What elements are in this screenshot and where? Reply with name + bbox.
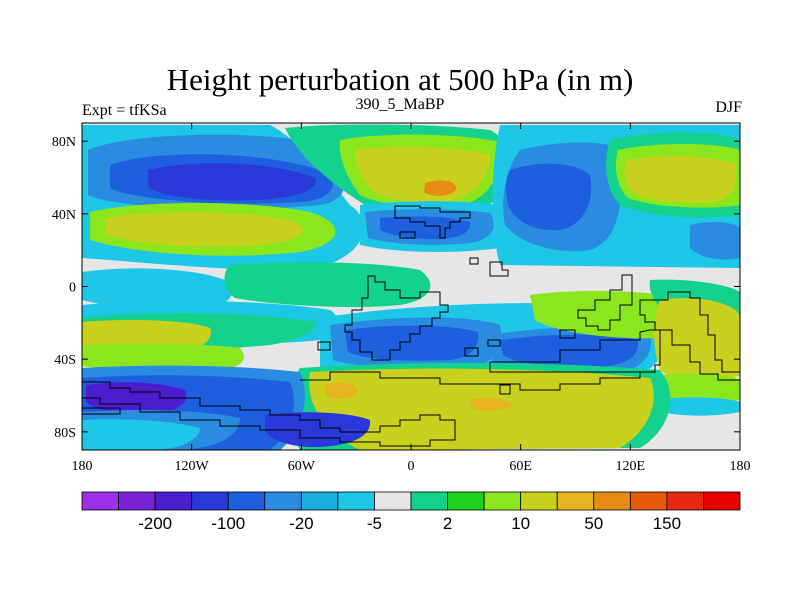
contour-region bbox=[354, 147, 490, 203]
colorbar-label: -20 bbox=[289, 514, 314, 533]
contour-region bbox=[345, 325, 479, 361]
x-tick-label: 60W bbox=[288, 459, 316, 474]
contour-region bbox=[224, 262, 431, 308]
coastline bbox=[81, 381, 456, 447]
colorbar-box bbox=[520, 491, 558, 511]
coastline bbox=[559, 329, 576, 339]
coastline bbox=[317, 341, 331, 351]
colorbar-label: -100 bbox=[211, 514, 245, 533]
coastline bbox=[499, 384, 511, 395]
colorbar-box bbox=[629, 491, 668, 511]
contour-region bbox=[690, 222, 740, 260]
contour-region bbox=[82, 419, 200, 450]
colorbar-box bbox=[410, 491, 448, 511]
contour-region bbox=[500, 334, 639, 368]
coastlines bbox=[81, 205, 741, 447]
colorbar-box bbox=[154, 491, 193, 511]
contour-region bbox=[325, 382, 358, 399]
colorbar-box bbox=[593, 491, 631, 511]
colorbar-label: 2 bbox=[443, 514, 452, 533]
colorbar-label: -5 bbox=[367, 514, 382, 533]
colorbar-box bbox=[447, 491, 485, 511]
coastline bbox=[300, 371, 655, 391]
colorbar-box bbox=[666, 491, 704, 511]
contour-region bbox=[655, 373, 740, 403]
coastline bbox=[399, 231, 416, 239]
colorbar-label: -200 bbox=[138, 514, 172, 533]
colorbar-box bbox=[81, 491, 119, 511]
coastline bbox=[577, 274, 633, 331]
experiment-label: Expt = tfKSa bbox=[82, 102, 167, 119]
colorbar-box bbox=[191, 491, 229, 511]
contour-region bbox=[424, 180, 457, 196]
axis-ticks: 180 120W 60W 0 60E 120E 180 80N 40N 0 40S 80S bbox=[52, 123, 751, 474]
colorbar-box bbox=[556, 491, 595, 511]
y-tick-label: 0 bbox=[69, 281, 76, 296]
contour-region bbox=[82, 268, 233, 311]
x-tick-label: 60E bbox=[509, 459, 532, 474]
colorbar-box bbox=[264, 491, 302, 511]
coastline bbox=[489, 261, 509, 277]
contour-region bbox=[470, 398, 512, 411]
contour-region bbox=[380, 216, 471, 240]
y-tick-label: 80N bbox=[52, 135, 76, 150]
contour-region bbox=[148, 163, 316, 201]
colorbar-box bbox=[337, 491, 375, 511]
contour-region bbox=[654, 298, 740, 382]
x-tick-label: 120W bbox=[175, 459, 210, 474]
coastline bbox=[489, 329, 661, 373]
contour-fill-layer bbox=[82, 123, 740, 450]
contour-region bbox=[655, 397, 740, 416]
coastline bbox=[394, 205, 471, 239]
x-tick-label: 0 bbox=[408, 459, 415, 474]
contour-region bbox=[86, 382, 187, 415]
contour-region bbox=[105, 212, 303, 247]
contour-region bbox=[265, 412, 371, 448]
colorbar-box bbox=[374, 491, 412, 511]
x-tick-label: 120E bbox=[616, 459, 646, 474]
y-tick-label: 80S bbox=[54, 426, 76, 441]
colorbar-box bbox=[227, 491, 266, 511]
season-label: DJF bbox=[715, 99, 742, 116]
y-tick-label: 40S bbox=[54, 353, 76, 368]
contour-region bbox=[505, 163, 592, 231]
colorbar-label: 10 bbox=[511, 514, 530, 533]
colorbar-box bbox=[118, 491, 156, 511]
x-tick-label: 180 bbox=[72, 459, 93, 474]
coastline bbox=[487, 339, 501, 347]
coastline bbox=[464, 347, 479, 357]
y-tick-label: 40N bbox=[52, 208, 76, 223]
contour-region bbox=[82, 343, 244, 372]
colorbar-box bbox=[703, 491, 741, 511]
colorbar-box bbox=[300, 491, 339, 511]
colorbar-box bbox=[483, 491, 522, 511]
contour-region bbox=[624, 156, 737, 203]
x-tick-label: 180 bbox=[730, 459, 751, 474]
contour-region bbox=[530, 290, 694, 339]
colorbar-label: 50 bbox=[584, 514, 603, 533]
coastline bbox=[344, 275, 449, 361]
chart-title: Height perturbation at 500 hPa (in m) bbox=[166, 62, 634, 97]
run-label: 390_5_MaBP bbox=[355, 96, 445, 113]
coastline bbox=[469, 257, 479, 265]
colorbar: -200 -100 -20 -5 2 10 50 150 bbox=[81, 491, 741, 533]
colorbar-label: 150 bbox=[653, 514, 681, 533]
